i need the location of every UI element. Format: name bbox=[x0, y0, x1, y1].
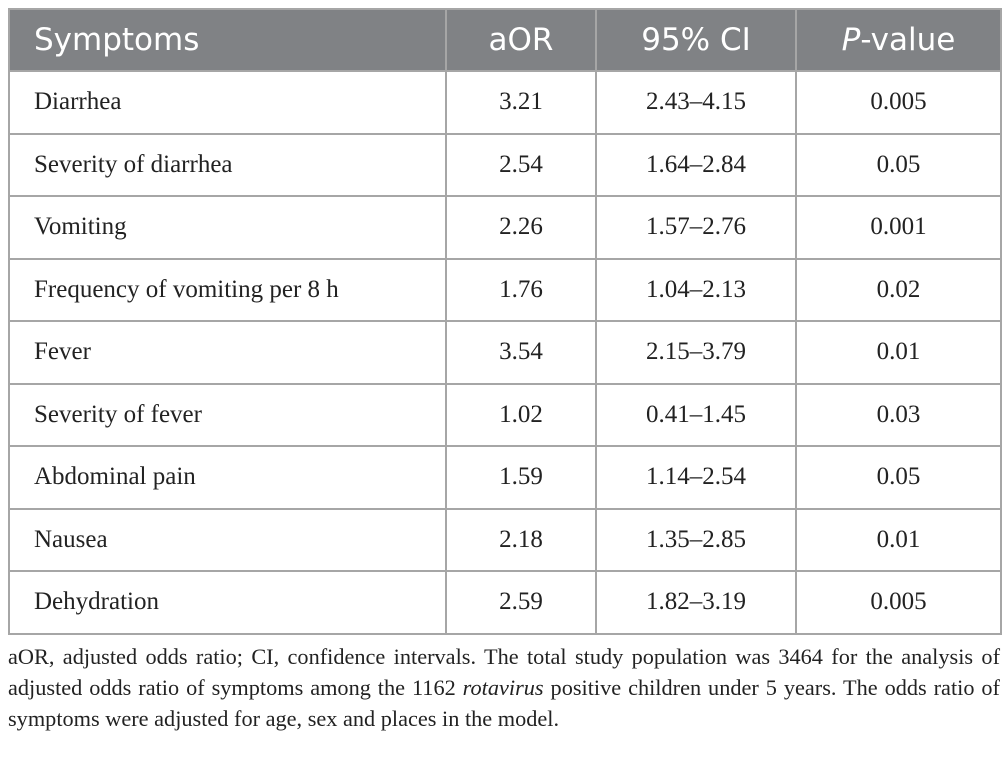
value-cell: 2.54 bbox=[445, 132, 597, 197]
header-row: Symptoms aOR 95% CI P-value bbox=[8, 8, 1002, 72]
symptom-cell: Frequency of vomiting per 8 h bbox=[8, 257, 447, 322]
table-row: Severity of fever 1.02 0.41–1.45 0.03 bbox=[8, 382, 1002, 447]
table-row: Fever 3.54 2.15–3.79 0.01 bbox=[8, 320, 1002, 385]
symptom-cell: Dehydration bbox=[8, 570, 447, 635]
value-cell: 3.21 bbox=[445, 70, 597, 135]
footnote-text: positive children under 5 years. The odd… bbox=[8, 675, 1000, 731]
footnote-text: aOR, adjusted odds ratio; CI, confidence… bbox=[8, 644, 1000, 700]
table-row: Abdominal pain 1.59 1.14–2.54 0.05 bbox=[8, 445, 1002, 510]
header-text: -value bbox=[860, 22, 956, 58]
value-cell: 1.57–2.76 bbox=[595, 195, 797, 260]
table-row: Severity of diarrhea 2.54 1.64–2.84 0.05 bbox=[8, 132, 1002, 197]
header-cell: 95% CI bbox=[595, 8, 797, 72]
symptom-cell: Nausea bbox=[8, 507, 447, 572]
symptom-cell: Severity of fever bbox=[8, 382, 447, 447]
symptom-cell: Diarrhea bbox=[8, 70, 447, 135]
value-cell: 1.02 bbox=[445, 382, 597, 447]
header-cell: P-value bbox=[795, 8, 1002, 72]
header-cell: aOR bbox=[445, 8, 597, 72]
value-cell: 1.35–2.85 bbox=[595, 507, 797, 572]
footnote: aOR, adjusted odds ratio; CI, confidence… bbox=[8, 641, 1000, 734]
value-cell: 3.54 bbox=[445, 320, 597, 385]
value-cell: 1.14–2.54 bbox=[595, 445, 797, 510]
value-cell: 0.05 bbox=[795, 445, 1002, 510]
value-cell: 0.01 bbox=[795, 507, 1002, 572]
value-cell: 1.59 bbox=[445, 445, 597, 510]
symptom-cell: Severity of diarrhea bbox=[8, 132, 447, 197]
table-row: Dehydration 2.59 1.82–3.19 0.005 bbox=[8, 570, 1002, 635]
value-cell: 0.005 bbox=[795, 70, 1002, 135]
value-cell: 1.82–3.19 bbox=[595, 570, 797, 635]
table-row: Frequency of vomiting per 8 h 1.76 1.04–2.… bbox=[8, 257, 1002, 322]
symptom-cell: Fever bbox=[8, 320, 447, 385]
value-cell: 1.76 bbox=[445, 257, 597, 322]
value-cell: 2.43–4.15 bbox=[595, 70, 797, 135]
value-cell: 2.15–3.79 bbox=[595, 320, 797, 385]
table-row: Diarrhea 3.21 2.43–4.15 0.005 bbox=[8, 70, 1002, 135]
symptom-cell: Abdominal pain bbox=[8, 445, 447, 510]
table-body: Diarrhea 3.21 2.43–4.15 0.005 Severity of di… bbox=[8, 70, 1002, 635]
table-row: Nausea 2.18 1.35–2.85 0.01 bbox=[8, 507, 1002, 572]
value-cell: 2.59 bbox=[445, 570, 597, 635]
value-cell: 2.26 bbox=[445, 195, 597, 260]
value-cell: 0.41–1.45 bbox=[595, 382, 797, 447]
table-row: Vomiting 2.26 1.57–2.76 0.001 bbox=[8, 195, 1002, 260]
footnote-text: rotavirus bbox=[462, 675, 544, 700]
symptom-cell: Vomiting bbox=[8, 195, 447, 260]
table: Symptoms aOR 95% CI P-value Diarrhea 3.21 2.4… bbox=[8, 8, 1002, 635]
table-container: Symptoms aOR 95% CI P-value Diarrhea 3.21 2.4… bbox=[8, 8, 1002, 635]
header-text: Symptoms bbox=[34, 22, 200, 58]
value-cell: 0.02 bbox=[795, 257, 1002, 322]
value-cell: 0.005 bbox=[795, 570, 1002, 635]
value-cell: 0.01 bbox=[795, 320, 1002, 385]
header-text: P bbox=[841, 22, 861, 58]
header-text: 95% CI bbox=[641, 22, 751, 58]
value-cell: 1.04–2.13 bbox=[595, 257, 797, 322]
header-cell: Symptoms bbox=[8, 8, 447, 72]
value-cell: 0.001 bbox=[795, 195, 1002, 260]
value-cell: 2.18 bbox=[445, 507, 597, 572]
header-text: aOR bbox=[488, 22, 554, 58]
value-cell: 0.05 bbox=[795, 132, 1002, 197]
value-cell: 1.64–2.84 bbox=[595, 132, 797, 197]
value-cell: 0.03 bbox=[795, 382, 1002, 447]
